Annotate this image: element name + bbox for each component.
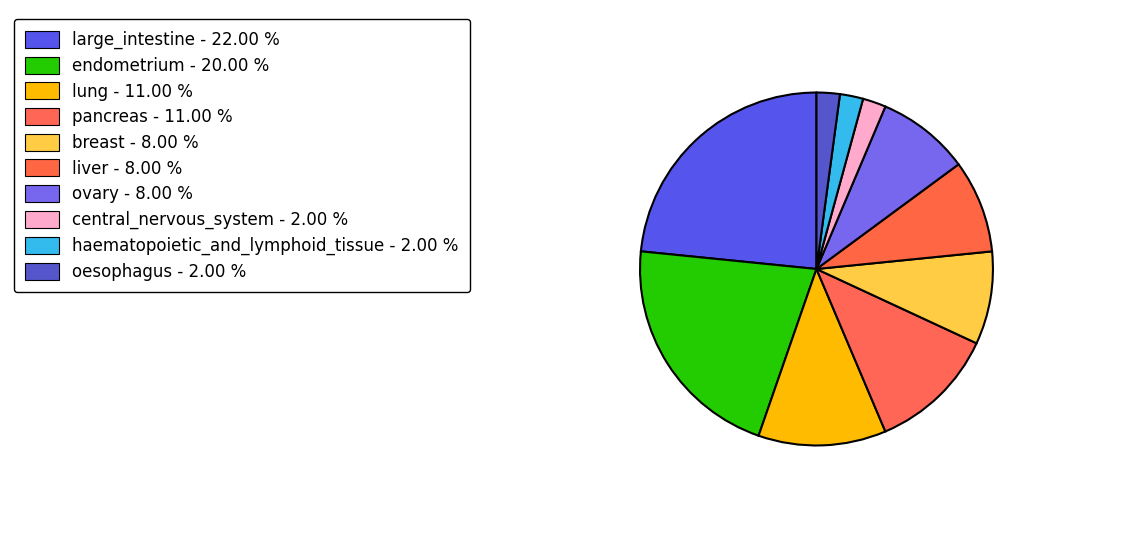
Wedge shape [816,164,992,269]
Wedge shape [816,107,958,269]
Wedge shape [816,269,976,431]
Wedge shape [816,251,993,343]
Legend: large_intestine - 22.00 %, endometrium - 20.00 %, lung - 11.00 %, pancreas - 11.: large_intestine - 22.00 %, endometrium -… [14,19,469,292]
Wedge shape [816,99,886,269]
Wedge shape [641,93,816,269]
Wedge shape [816,94,863,269]
Wedge shape [640,251,816,436]
Wedge shape [759,269,886,445]
Wedge shape [816,93,840,269]
